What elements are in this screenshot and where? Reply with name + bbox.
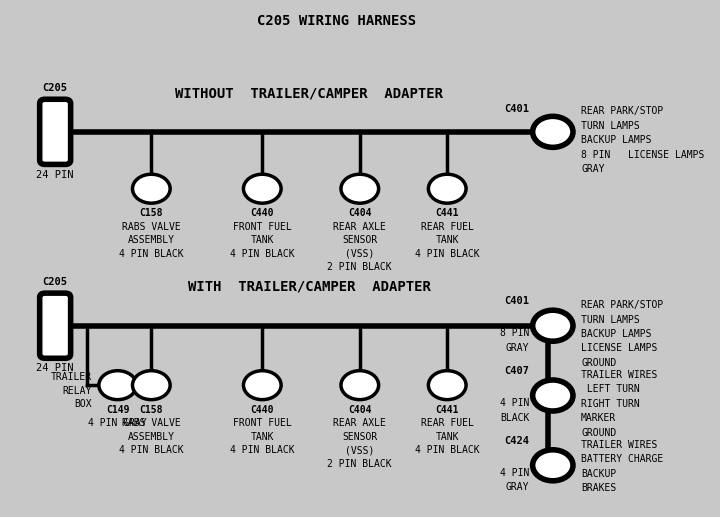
Text: TANK: TANK — [251, 235, 274, 245]
Text: TRAILER: TRAILER — [51, 372, 92, 383]
Text: 4 PIN BLACK: 4 PIN BLACK — [415, 445, 480, 455]
Text: REAR FUEL: REAR FUEL — [420, 222, 474, 232]
Text: (VSS): (VSS) — [345, 249, 374, 258]
Text: REAR PARK/STOP: REAR PARK/STOP — [581, 106, 663, 116]
Text: 2 PIN BLACK: 2 PIN BLACK — [328, 459, 392, 468]
Text: C407: C407 — [504, 366, 529, 376]
Text: BACKUP LAMPS: BACKUP LAMPS — [581, 135, 652, 145]
Text: GRAY: GRAY — [505, 343, 529, 353]
Text: WITH  TRAILER/CAMPER  ADAPTER: WITH TRAILER/CAMPER ADAPTER — [188, 280, 431, 294]
Text: 8 PIN: 8 PIN — [500, 328, 529, 338]
Text: LICENSE LAMPS: LICENSE LAMPS — [581, 343, 657, 354]
Text: 4 PIN BLACK: 4 PIN BLACK — [119, 445, 184, 455]
Circle shape — [533, 380, 573, 411]
Circle shape — [99, 371, 137, 400]
Circle shape — [243, 174, 281, 203]
Text: WITHOUT  TRAILER/CAMPER  ADAPTER: WITHOUT TRAILER/CAMPER ADAPTER — [176, 86, 444, 100]
Text: FRONT FUEL: FRONT FUEL — [233, 222, 292, 232]
Text: TANK: TANK — [251, 432, 274, 442]
Text: GROUND: GROUND — [581, 358, 616, 368]
Text: 4 PIN BLACK: 4 PIN BLACK — [119, 249, 184, 258]
Text: 4 PIN BLACK: 4 PIN BLACK — [230, 445, 294, 455]
Text: RABS VALVE: RABS VALVE — [122, 418, 181, 428]
Text: 4 PIN GRAY: 4 PIN GRAY — [89, 418, 147, 428]
Text: TURN LAMPS: TURN LAMPS — [581, 120, 640, 131]
Text: REAR FUEL: REAR FUEL — [420, 418, 474, 428]
Text: 4 PIN: 4 PIN — [500, 398, 529, 408]
Text: C424: C424 — [504, 436, 529, 446]
Text: C441: C441 — [436, 405, 459, 415]
Text: TANK: TANK — [436, 235, 459, 245]
FancyBboxPatch shape — [40, 99, 71, 164]
Text: RELAY: RELAY — [63, 386, 92, 396]
Text: 2 PIN BLACK: 2 PIN BLACK — [328, 262, 392, 272]
Text: TURN LAMPS: TURN LAMPS — [581, 314, 640, 325]
Text: C149: C149 — [106, 405, 130, 415]
Text: TRAILER WIRES: TRAILER WIRES — [581, 370, 657, 380]
Text: 8 PIN   LICENSE LAMPS: 8 PIN LICENSE LAMPS — [581, 149, 704, 160]
Text: BRAKES: BRAKES — [581, 483, 616, 493]
Text: MARKER: MARKER — [581, 413, 616, 423]
Text: C158: C158 — [140, 405, 163, 415]
Text: C205: C205 — [42, 83, 68, 93]
Text: C401: C401 — [504, 104, 529, 114]
Circle shape — [341, 371, 379, 400]
Text: BACKUP: BACKUP — [581, 468, 616, 479]
Text: C404: C404 — [348, 405, 372, 415]
Text: 4 PIN: 4 PIN — [500, 468, 529, 478]
Text: BATTERY CHARGE: BATTERY CHARGE — [581, 454, 663, 464]
Text: (VSS): (VSS) — [345, 445, 374, 455]
Text: BOX: BOX — [74, 399, 92, 409]
Text: C158: C158 — [140, 208, 163, 218]
Text: RIGHT TURN: RIGHT TURN — [581, 399, 640, 409]
Text: BLACK: BLACK — [500, 413, 529, 422]
Text: SENSOR: SENSOR — [342, 432, 377, 442]
Text: 24 PIN: 24 PIN — [37, 363, 74, 373]
Text: REAR AXLE: REAR AXLE — [333, 418, 386, 428]
Text: GRAY: GRAY — [581, 164, 605, 174]
Circle shape — [428, 371, 466, 400]
Text: FRONT FUEL: FRONT FUEL — [233, 418, 292, 428]
Text: REAR AXLE: REAR AXLE — [333, 222, 386, 232]
Text: 4 PIN BLACK: 4 PIN BLACK — [230, 249, 294, 258]
Circle shape — [132, 371, 170, 400]
Circle shape — [341, 174, 379, 203]
Text: C440: C440 — [251, 208, 274, 218]
Text: ASSEMBLY: ASSEMBLY — [128, 235, 175, 245]
Text: 24 PIN: 24 PIN — [37, 170, 74, 179]
Circle shape — [533, 450, 573, 481]
Text: LEFT TURN: LEFT TURN — [581, 384, 640, 394]
FancyBboxPatch shape — [40, 293, 71, 358]
Text: GROUND: GROUND — [581, 428, 616, 438]
Circle shape — [533, 310, 573, 341]
Text: SENSOR: SENSOR — [342, 235, 377, 245]
Circle shape — [533, 116, 573, 147]
Text: TRAILER WIRES: TRAILER WIRES — [581, 439, 657, 450]
Circle shape — [428, 174, 466, 203]
Text: C401: C401 — [504, 296, 529, 306]
Text: BACKUP LAMPS: BACKUP LAMPS — [581, 329, 652, 339]
Text: C441: C441 — [436, 208, 459, 218]
Text: C404: C404 — [348, 208, 372, 218]
Text: REAR PARK/STOP: REAR PARK/STOP — [581, 300, 663, 310]
Text: TANK: TANK — [436, 432, 459, 442]
Text: C440: C440 — [251, 405, 274, 415]
Text: GRAY: GRAY — [505, 482, 529, 492]
Text: RABS VALVE: RABS VALVE — [122, 222, 181, 232]
Text: C205: C205 — [42, 277, 68, 287]
Circle shape — [243, 371, 281, 400]
Text: C205 WIRING HARNESS: C205 WIRING HARNESS — [257, 13, 416, 28]
Text: 4 PIN BLACK: 4 PIN BLACK — [415, 249, 480, 258]
Circle shape — [132, 174, 170, 203]
Text: ASSEMBLY: ASSEMBLY — [128, 432, 175, 442]
